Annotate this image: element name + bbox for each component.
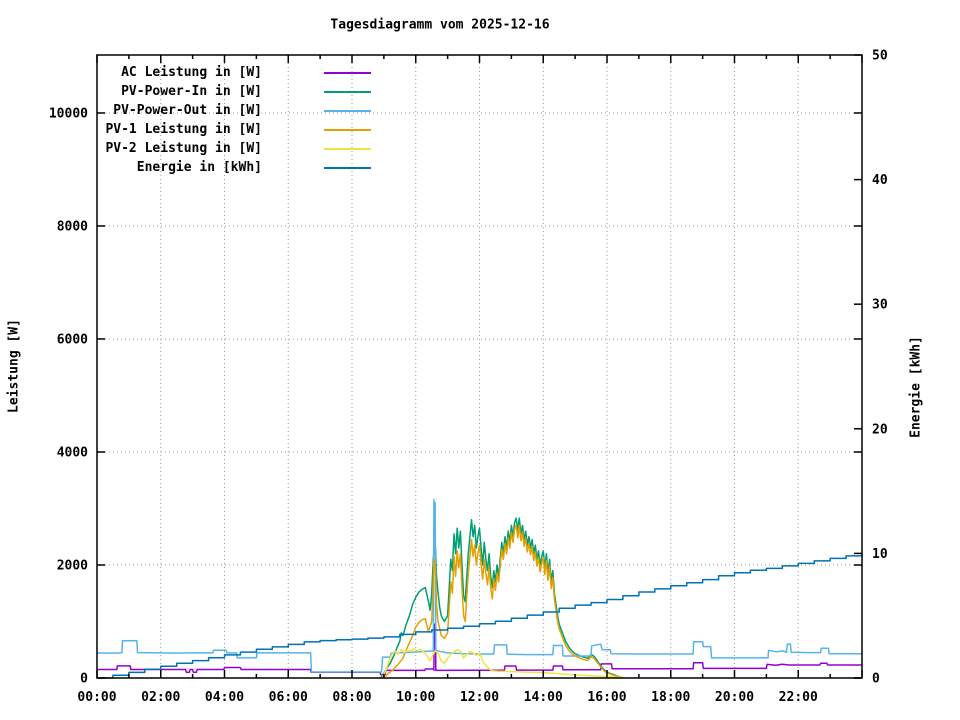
legend-label: AC Leistung in [W] [121,65,262,80]
series-pv-power-in [380,517,624,679]
x-tick-label: 02:00 [141,690,180,705]
x-tick-label: 16:00 [587,690,626,705]
y-right-tick-label: 30 [872,298,888,313]
y-left-tick-label: 6000 [57,332,88,347]
x-tick-label: 22:00 [779,690,818,705]
legend-label: PV-Power-In in [W] [121,84,262,99]
legend-item-pv-power-in: PV-Power-In in [W] [0,82,380,101]
x-tick-label: 12:00 [460,690,499,705]
y-right-tick-label: 20 [872,422,888,437]
x-tick-label: 08:00 [332,690,371,705]
legend-item-pv-2-leistung: PV-2 Leistung in [W] [0,139,380,158]
y-left-tick-label: 0 [80,672,88,687]
legend-item-pv-1-leistung: PV-1 Leistung in [W] [0,120,380,139]
series-energie [97,554,863,679]
legend-swatch-pv-power-in [324,91,371,93]
legend-swatch-energie [324,167,371,169]
legend-swatch-pv-power-out [324,110,371,112]
y-left-tick-label: 4000 [57,445,88,460]
legend-label: PV-2 Leistung in [W] [105,141,262,156]
legend-item-ac-leistung: AC Leistung in [W] [0,63,380,82]
y-right-tick-label: 40 [872,173,888,188]
legend-label: PV-Power-Out in [W] [113,103,262,118]
legend-item-energie: Energie in [kWh] [0,158,380,177]
legend-swatch-ac-leistung [324,72,371,74]
y-right-tick-label: 10 [872,547,888,562]
x-tick-label: 20:00 [715,690,754,705]
y-right-tick-label: 50 [872,49,888,64]
x-tick-label: 06:00 [269,690,308,705]
y-right-tick-label: 0 [872,672,880,687]
y-left-tick-label: 10000 [49,106,88,121]
series-pv-power-out [96,498,862,673]
x-tick-label: 10:00 [396,690,435,705]
series-pv-2-leistung [381,647,624,679]
x-tick-label: 18:00 [651,690,690,705]
chart-title: Tagesdiagramm vom 2025-12-16 [330,17,550,33]
y-left-tick-label: 8000 [57,219,88,234]
legend-label: PV-1 Leistung in [W] [105,122,262,137]
legend-swatch-pv-2-leistung [324,148,371,150]
legend-swatch-pv-1-leistung [324,129,371,131]
x-tick-label: 04:00 [205,690,244,705]
legend-label: Energie in [kWh] [136,160,262,175]
legend-item-pv-power-out: PV-Power-Out in [W] [0,101,380,120]
x-tick-label: 00:00 [77,690,116,705]
legend: AC Leistung in [W] PV-Power-In in [W] PV… [0,63,380,177]
x-tick-label: 14:00 [524,690,563,705]
y-left-tick-label: 2000 [57,558,88,573]
series-ac-leistung [97,623,862,676]
